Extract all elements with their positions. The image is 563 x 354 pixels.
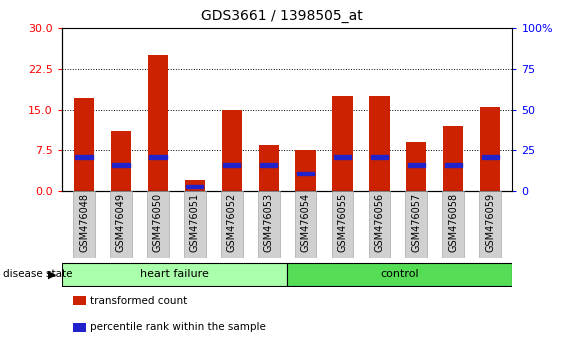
Bar: [186, 185, 203, 188]
Text: GSM476048: GSM476048: [79, 193, 89, 252]
Text: GSM476052: GSM476052: [227, 193, 237, 252]
FancyBboxPatch shape: [479, 191, 501, 258]
Bar: [334, 155, 351, 159]
Bar: [371, 155, 388, 159]
FancyBboxPatch shape: [62, 263, 287, 285]
FancyBboxPatch shape: [369, 191, 390, 258]
FancyBboxPatch shape: [332, 191, 354, 258]
Text: control: control: [381, 269, 419, 279]
Text: heart failure: heart failure: [140, 269, 209, 279]
Text: GDS3661 / 1398505_at: GDS3661 / 1398505_at: [200, 9, 363, 23]
Text: GSM476054: GSM476054: [301, 193, 311, 252]
Text: GSM476058: GSM476058: [448, 193, 458, 252]
Bar: [149, 155, 167, 159]
Bar: [406, 142, 427, 191]
Text: GSM476057: GSM476057: [412, 193, 421, 252]
Text: ▶: ▶: [48, 269, 57, 279]
Text: percentile rank within the sample: percentile rank within the sample: [90, 322, 266, 332]
Bar: [185, 180, 205, 191]
Bar: [445, 164, 462, 167]
Bar: [480, 107, 501, 191]
FancyBboxPatch shape: [73, 191, 95, 258]
FancyBboxPatch shape: [258, 191, 280, 258]
FancyBboxPatch shape: [221, 191, 243, 258]
FancyBboxPatch shape: [287, 263, 512, 285]
Bar: [148, 56, 168, 191]
FancyBboxPatch shape: [443, 191, 464, 258]
Text: GSM476055: GSM476055: [337, 193, 347, 252]
FancyBboxPatch shape: [110, 191, 132, 258]
Bar: [74, 98, 94, 191]
Text: GSM476053: GSM476053: [263, 193, 274, 252]
Text: GSM476059: GSM476059: [485, 193, 495, 252]
Bar: [332, 96, 352, 191]
Text: GSM476051: GSM476051: [190, 193, 200, 252]
FancyBboxPatch shape: [294, 191, 316, 258]
Bar: [260, 164, 278, 167]
Bar: [223, 164, 240, 167]
Text: GSM476050: GSM476050: [153, 193, 163, 252]
Text: GSM476049: GSM476049: [116, 193, 126, 252]
Bar: [443, 126, 463, 191]
FancyBboxPatch shape: [405, 191, 427, 258]
Bar: [258, 145, 279, 191]
Bar: [113, 164, 129, 167]
Text: disease state: disease state: [3, 269, 72, 279]
Bar: [297, 172, 314, 175]
FancyBboxPatch shape: [184, 191, 205, 258]
FancyBboxPatch shape: [147, 191, 169, 258]
Bar: [222, 110, 242, 191]
Text: GSM476056: GSM476056: [374, 193, 385, 252]
Text: transformed count: transformed count: [90, 296, 187, 306]
Bar: [408, 164, 425, 167]
Bar: [75, 155, 93, 159]
Bar: [111, 131, 131, 191]
Bar: [369, 96, 390, 191]
Bar: [296, 150, 316, 191]
Bar: [481, 155, 499, 159]
